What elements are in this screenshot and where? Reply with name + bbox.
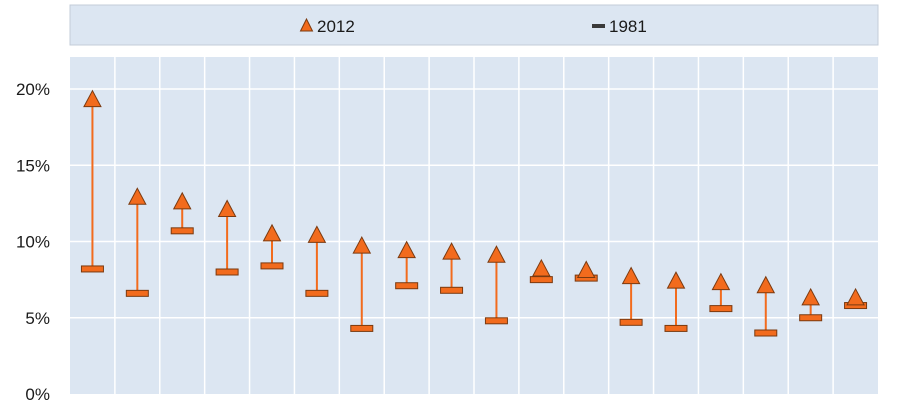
marker-2012: [621, 266, 641, 285]
marker-1981: [395, 282, 419, 290]
marker-1981: [709, 305, 733, 313]
marker-1981: [260, 262, 284, 270]
marker-2012: [756, 275, 776, 294]
marker-2012: [666, 271, 686, 289]
y-tick-label: 15%: [16, 156, 50, 175]
plot-area: 0% 5% 10% 15% 20%: [16, 57, 878, 404]
legend-triangle-icon: [299, 17, 314, 32]
marker-2012: [801, 287, 820, 306]
marker-1981: [440, 286, 464, 294]
marker-2012: [397, 240, 416, 259]
marker-2012: [128, 187, 147, 205]
y-tick-label: 5%: [25, 309, 50, 328]
marker-1981: [529, 276, 553, 284]
y-tick-label: 20%: [16, 80, 50, 99]
marker-2012: [352, 236, 372, 254]
marker-2012: [487, 245, 506, 263]
legend-dash-icon: [592, 24, 605, 28]
gridlines: [70, 57, 878, 394]
legend-entry-2012: 2012: [299, 17, 355, 36]
marker-1981: [619, 318, 643, 326]
legend-entry-1981: 1981: [592, 17, 647, 36]
y-axis: 0% 5% 10% 15% 20%: [16, 80, 50, 404]
legend-box: [69, 4, 879, 46]
marker-1981: [754, 329, 778, 337]
marker-1981: [664, 324, 688, 332]
legend-label-1981: 1981: [609, 17, 647, 36]
marker-2012: [442, 242, 461, 260]
marker-1981: [799, 314, 823, 322]
series-1981: [80, 227, 868, 337]
marker-2012: [262, 223, 282, 242]
marker-2012: [711, 272, 731, 291]
y-tick-label: 0%: [25, 385, 50, 404]
series-2012: [83, 89, 865, 306]
marker-2012: [172, 191, 192, 210]
marker-1981: [350, 324, 374, 332]
marker-1981: [215, 268, 239, 276]
marker-2012: [83, 89, 102, 108]
legend: 2012 1981: [69, 4, 879, 46]
marker-1981: [80, 265, 104, 273]
y-tick-label: 10%: [16, 233, 50, 252]
marker-1981: [170, 227, 194, 235]
marker-2012: [576, 260, 596, 278]
marker-2012: [532, 258, 551, 277]
marker-1981: [484, 317, 508, 325]
marker-2012: [307, 225, 327, 243]
legend-label-2012: 2012: [317, 17, 355, 36]
marker-1981: [305, 289, 329, 297]
marker-2012: [846, 287, 865, 306]
marker-1981: [125, 289, 149, 297]
marker-2012: [217, 199, 237, 217]
